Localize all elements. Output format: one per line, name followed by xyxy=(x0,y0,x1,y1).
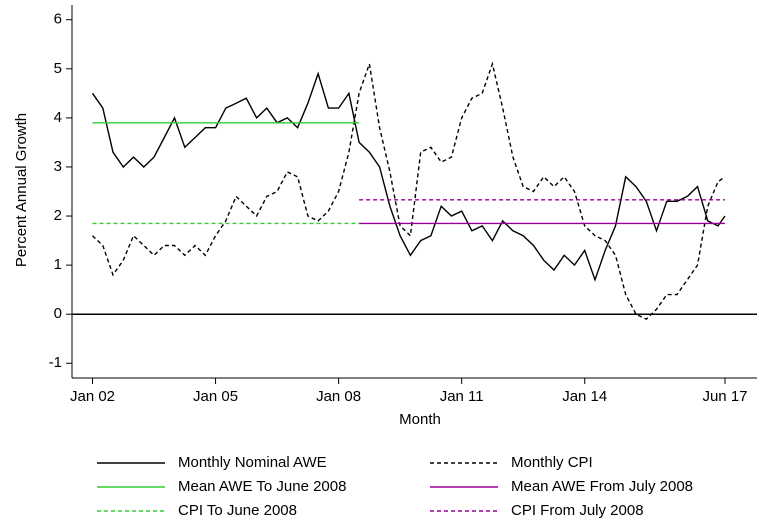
y-tick-label: 1 xyxy=(54,256,62,273)
y-tick-label: -1 xyxy=(49,354,62,371)
legend-label: CPI From July 2008 xyxy=(511,502,644,519)
y-tick-label: 3 xyxy=(54,158,62,175)
x-tick-label: Jan 05 xyxy=(193,388,238,405)
legend-label: Mean AWE To June 2008 xyxy=(178,478,346,495)
legend-label: Mean AWE From July 2008 xyxy=(511,478,693,495)
series-line xyxy=(92,61,726,320)
y-axis-title: Percent Annual Growth xyxy=(13,113,30,267)
legend-label: Monthly Nominal AWE xyxy=(178,454,327,471)
x-tick-label: Jun 17 xyxy=(702,388,747,405)
y-tick-label: 4 xyxy=(54,109,62,126)
x-tick-label: Jan 08 xyxy=(316,388,361,405)
y-tick-label: 5 xyxy=(54,60,62,77)
y-tick-label: 0 xyxy=(54,305,62,322)
x-tick-label: Jan 14 xyxy=(562,388,607,405)
series-line xyxy=(91,71,726,282)
x-axis-title: Month xyxy=(399,411,441,428)
x-tick-label: Jan 11 xyxy=(440,388,484,405)
legend-label: CPI To June 2008 xyxy=(178,502,297,519)
y-tick-label: 6 xyxy=(54,11,62,28)
y-tick-label: 2 xyxy=(54,207,62,224)
x-tick-label: Jan 02 xyxy=(70,388,115,405)
legend-label: Monthly CPI xyxy=(511,454,593,471)
